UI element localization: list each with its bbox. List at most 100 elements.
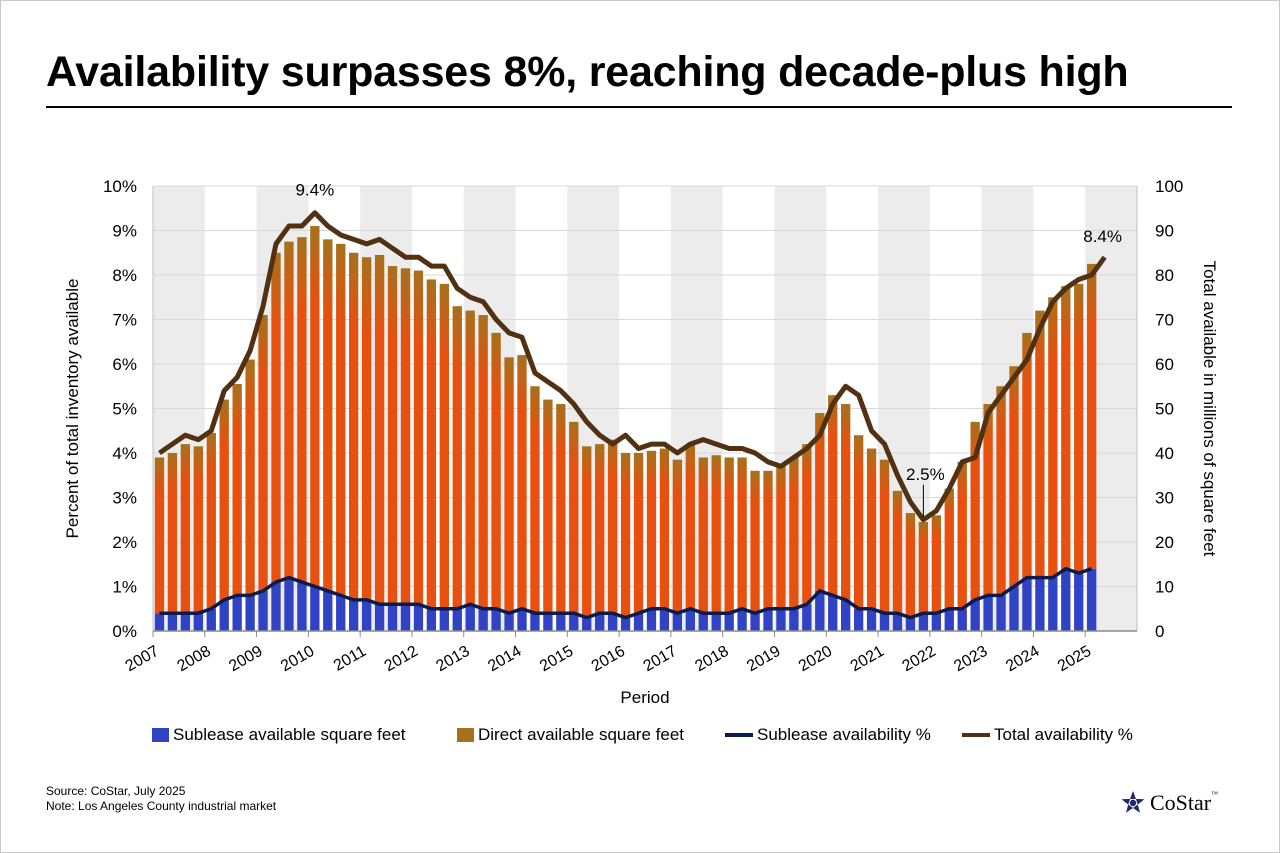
x-tick-label: 2013 [433, 643, 472, 676]
bar-sublease-sqft [879, 613, 890, 631]
bar-direct-sqft [685, 444, 695, 609]
legend-item-direct-sqft: Direct available square feet [457, 725, 684, 745]
bar-sublease-sqft [478, 608, 488, 631]
bar-direct-sqft [892, 490, 903, 614]
x-axis-title: Period [620, 688, 669, 707]
bar-direct-sqft [258, 315, 268, 591]
left-tick-label: 6% [112, 355, 137, 374]
legend-item-sublease-sqft: Sublease available square feet [152, 725, 406, 745]
bar-sublease-sqft [595, 613, 605, 631]
bar-direct-sqft [1061, 286, 1071, 569]
left-tick-label: 3% [112, 489, 137, 508]
bar-sublease-sqft [245, 595, 255, 631]
legend-label-sublease-pct: Sublease availability % [757, 725, 931, 744]
left-axis-title: Percent of total inventory available [63, 279, 82, 539]
bar-sublease-sqft [672, 613, 683, 631]
right-tick-label: 100 [1155, 177, 1183, 196]
bar-sublease-sqft [996, 595, 1006, 631]
bar-direct-sqft [841, 404, 851, 600]
bar-sublease-sqft [310, 586, 320, 631]
bar-direct-sqft [595, 444, 605, 614]
bar-sublease-sqft [853, 608, 864, 631]
bar-sublease-sqft [1035, 577, 1045, 631]
bar-sublease-sqft [154, 613, 165, 631]
right-axis-title: Total available in millions of square fe… [1200, 261, 1219, 557]
bar-direct-sqft [828, 395, 838, 596]
x-tick-label: 2020 [796, 643, 835, 676]
line-sublease-availability [159, 566, 1093, 620]
bar-direct-sqft [465, 310, 475, 605]
left-tick-label: 5% [112, 400, 137, 419]
bar-direct-sqft [1022, 332, 1032, 578]
bar-direct-sqft [504, 357, 514, 614]
bar-direct-sqft [582, 446, 592, 618]
costar-star-icon [1121, 791, 1145, 813]
bar-direct-sqft [866, 448, 877, 609]
bar-sublease-sqft [400, 604, 411, 631]
bar-sublease-sqft [1009, 586, 1019, 631]
x-tick-label: 2019 [744, 643, 783, 676]
bar-direct-sqft [426, 279, 437, 609]
bar-direct-sqft [517, 355, 527, 609]
x-tick-label: 2024 [1003, 643, 1042, 676]
bar-sublease-sqft [582, 617, 592, 631]
annotation-latest-label: 8.4% [1083, 227, 1122, 246]
bar-direct-sqft [815, 412, 825, 591]
bar-direct-sqft [1048, 297, 1058, 578]
bar-sublease-sqft [193, 613, 203, 631]
bar-sublease-sqft [491, 608, 501, 631]
bar-direct-sqft [478, 315, 488, 609]
bar-sublease-sqft [426, 608, 437, 631]
right-tick-label: 90 [1155, 222, 1174, 241]
bar-sublease-sqft [711, 613, 721, 631]
bar-sublease-sqft [374, 604, 385, 631]
bar-direct-sqft [698, 457, 708, 614]
bar-direct-sqft [361, 257, 372, 600]
bar-sublease-sqft [556, 613, 566, 631]
x-tick-label: 2015 [537, 643, 576, 676]
bar-sublease-sqft [439, 608, 449, 631]
annotation-low-label: 2.5% [906, 465, 945, 484]
bar-direct-sqft [957, 461, 967, 609]
bar-direct-sqft [944, 488, 954, 609]
bar-sublease-sqft [633, 613, 644, 631]
x-tick-label: 2022 [900, 643, 939, 676]
bar-direct-sqft [1074, 283, 1084, 574]
bar-direct-sqft [711, 455, 721, 614]
bar-direct-sqft [206, 432, 216, 609]
bar-direct-sqft [167, 453, 178, 614]
bar-sublease-sqft [232, 595, 242, 631]
bar-sublease-sqft [1048, 577, 1058, 631]
bar-sublease-sqft [789, 608, 799, 631]
bar-sublease-sqft [970, 599, 980, 631]
legend-swatch-sublease-pct [725, 733, 753, 737]
bar-direct-sqft [556, 404, 566, 614]
bar-sublease-sqft [206, 608, 216, 631]
bar-direct-sqft [245, 359, 255, 596]
legend-swatch-direct-sqft [457, 728, 474, 742]
legend-item-total-pct: Total availability % [962, 725, 1133, 745]
bar-sublease-sqft [763, 608, 773, 631]
bar-direct-sqft [983, 404, 993, 596]
bar-direct-sqft [349, 252, 359, 600]
bar-sublease-sqft [815, 590, 825, 631]
x-tick-label: 2018 [692, 643, 731, 676]
bar-direct-sqft [180, 444, 191, 614]
chart-legend: Sublease available square feet Direct av… [0, 725, 1280, 747]
bar-direct-sqft [374, 254, 385, 605]
legend-label-sublease-sqft: Sublease available square feet [173, 725, 406, 744]
x-tick-label: 2017 [641, 643, 680, 676]
bar-direct-sqft [633, 453, 644, 614]
right-tick-label: 60 [1155, 355, 1174, 374]
bar-direct-sqft [776, 466, 786, 609]
bar-sublease-sqft [452, 608, 462, 631]
right-tick-label: 50 [1155, 400, 1174, 419]
bar-sublease-sqft [258, 590, 268, 631]
bar-direct-sqft [620, 453, 631, 618]
bar-direct-sqft [931, 515, 941, 614]
bar-direct-sqft [439, 283, 449, 609]
right-tick-label: 80 [1155, 266, 1174, 285]
bar-direct-sqft [271, 252, 281, 583]
bar-sublease-sqft [905, 617, 916, 631]
bar-direct-sqft [387, 266, 398, 605]
